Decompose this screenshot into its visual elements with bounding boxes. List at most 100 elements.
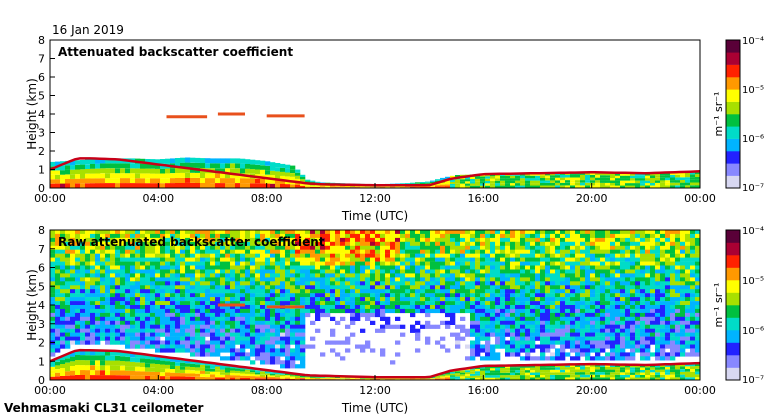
noise-cell — [580, 340, 586, 345]
aerosol-cell — [465, 185, 471, 188]
noise-cell — [550, 336, 556, 341]
noise-cell — [210, 230, 216, 235]
noise-cell — [640, 320, 646, 325]
noise-cell — [75, 281, 81, 286]
noise-cell — [185, 293, 191, 298]
noise-cell — [515, 265, 521, 270]
noise-cell — [420, 289, 426, 294]
aerosol-cell — [285, 176, 291, 181]
noise-cell — [560, 241, 566, 246]
noise-cell — [600, 340, 606, 345]
aerosol-cell — [515, 178, 521, 181]
noise-cell — [135, 281, 141, 286]
noise-cell — [385, 324, 391, 329]
noise-cell — [425, 253, 431, 258]
aerosol-cell — [235, 178, 241, 183]
noise-cell — [520, 301, 526, 306]
noise-cell — [50, 281, 56, 286]
aerosol-cell — [230, 368, 236, 371]
noise-cell — [575, 269, 581, 274]
aerosol-cell — [120, 168, 126, 174]
noise-cell — [370, 269, 376, 274]
noise-cell — [275, 230, 281, 235]
aerosol-cell — [580, 182, 586, 186]
noise-cell — [665, 257, 671, 262]
noise-cell — [95, 281, 101, 286]
noise-cell — [265, 230, 271, 235]
noise-cell — [540, 269, 546, 274]
noise-cell — [425, 241, 431, 246]
aerosol-cell — [655, 182, 661, 186]
noise-cell — [670, 320, 676, 325]
aerosol-cell — [50, 376, 56, 380]
colorbar-tick: 10⁻⁴ — [742, 36, 764, 47]
noise-cell — [680, 273, 686, 278]
noise-cell — [515, 332, 521, 337]
noise-cell — [570, 312, 576, 318]
aerosol-cell — [130, 357, 136, 362]
noise-cell — [195, 289, 201, 294]
noise-cell — [590, 320, 596, 325]
y-tick-label: 4 — [38, 108, 45, 121]
noise-cell — [645, 230, 651, 235]
noise-cell — [635, 308, 641, 314]
noise-cell — [100, 289, 106, 294]
noise-cell — [65, 233, 71, 239]
noise-cell — [600, 273, 606, 278]
aerosol-cell — [95, 360, 101, 366]
noise-cell — [525, 297, 531, 302]
noise-cell — [290, 352, 296, 357]
noise-cell — [650, 289, 656, 294]
noise-cell — [270, 233, 276, 239]
noise-cell — [620, 237, 626, 243]
noise-cell — [515, 348, 521, 353]
aerosol-cell — [590, 174, 596, 178]
noise-cell — [525, 324, 531, 329]
aerosol-cell — [405, 183, 411, 184]
aerosol-cell — [450, 179, 456, 182]
noise-cell — [275, 253, 281, 258]
aerosol-cell — [405, 186, 411, 188]
noise-cell — [660, 281, 666, 286]
noise-cell — [675, 261, 681, 266]
aerosol-cell — [85, 159, 91, 165]
noise-cell — [550, 316, 556, 321]
noise-cell — [665, 249, 671, 254]
noise-cell — [245, 281, 251, 286]
aerosol-cell — [675, 172, 681, 175]
noise-cell — [630, 237, 636, 243]
noise-cell — [430, 245, 436, 250]
noise-cell — [170, 261, 176, 266]
aerosol-cell — [440, 186, 446, 188]
noise-cell — [260, 316, 266, 321]
noise-cell — [470, 237, 476, 243]
noise-cell — [320, 277, 326, 282]
aerosol-cell — [275, 372, 281, 375]
noise-cell — [550, 237, 556, 243]
noise-cell — [420, 265, 426, 270]
noise-cell — [545, 257, 551, 262]
noise-cell — [535, 316, 541, 321]
noise-cell — [505, 257, 511, 262]
noise-cell — [210, 293, 216, 298]
noise-cell — [350, 277, 356, 282]
noise-cell — [425, 320, 431, 325]
noise-cell — [310, 245, 316, 250]
noise-cell — [235, 249, 241, 254]
noise-cell — [280, 269, 286, 274]
noise-cell — [165, 281, 171, 286]
noise-cell — [600, 245, 606, 250]
noise-cell — [145, 305, 151, 310]
noise-cell — [215, 324, 221, 329]
noise-cell — [130, 293, 136, 298]
noise-cell — [625, 289, 631, 294]
noise-cell — [630, 324, 636, 329]
noise-cell — [580, 281, 586, 286]
noise-cell — [200, 261, 206, 266]
date-label: 16 Jan 2019 — [52, 23, 124, 37]
aerosol-cell — [490, 178, 496, 181]
noise-cell — [200, 328, 206, 333]
noise-cell — [505, 324, 511, 329]
noise-cell — [470, 352, 476, 357]
noise-cell — [650, 230, 656, 235]
